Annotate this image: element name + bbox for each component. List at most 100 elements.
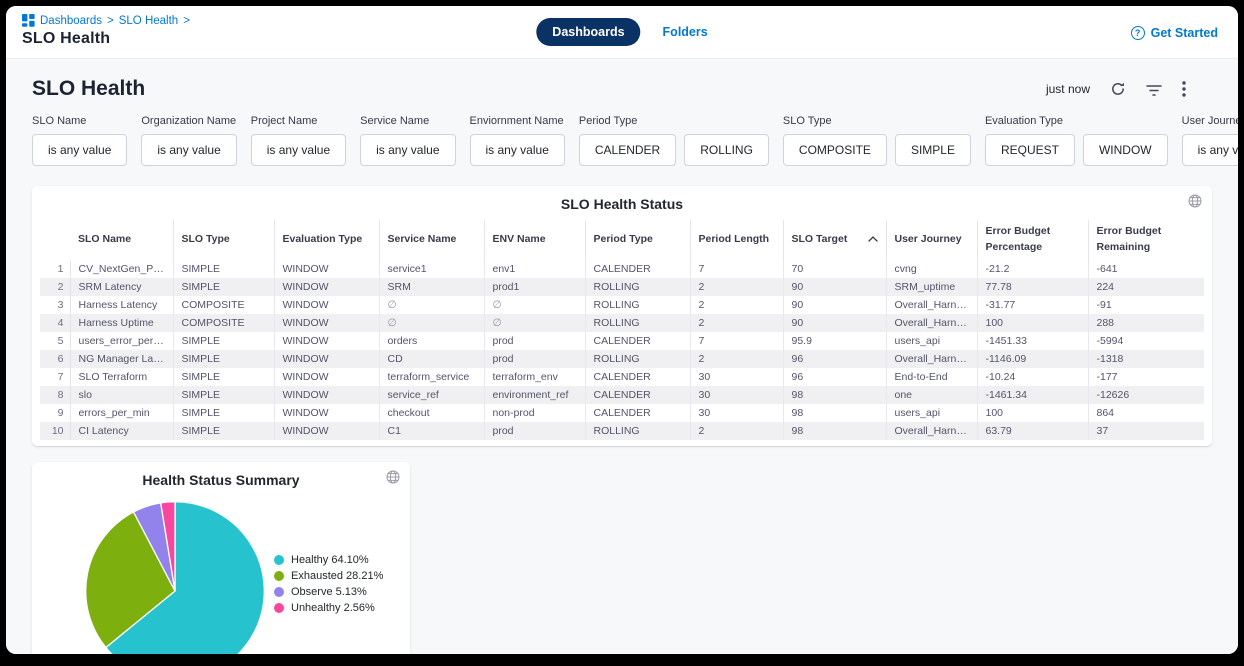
- dashboard-content: SLO Health just now SLO Name is any value…: [6, 58, 1238, 654]
- filter-group-evaluation-type: Evaluation Type REQUEST WINDOW: [984, 115, 1168, 166]
- row-number: 8: [40, 385, 71, 404]
- filter-group-organization-name: Organization Name is any value: [141, 115, 237, 166]
- breadcrumb-dashboards[interactable]: Dashboards: [40, 14, 103, 27]
- column-header-service-name[interactable]: Service Name: [379, 220, 485, 260]
- filter-button-is-any-value[interactable]: is any value: [1181, 134, 1238, 166]
- column-header-error-budget-remaining[interactable]: Error Budget Remaining: [1096, 225, 1162, 253]
- legend-item-healthy[interactable]: Healthy 64.10%: [274, 554, 383, 566]
- table-row[interactable]: 5 users_error_per_min SIMPLE WINDOW orders pr…: [40, 331, 1204, 350]
- breadcrumb-slo-health[interactable]: SLO Health: [118, 14, 179, 27]
- column-header-slo-target[interactable]: SLO Target: [783, 220, 887, 260]
- table-cell: SIMPLE: [173, 421, 275, 440]
- legend-item-exhausted[interactable]: Exhausted 28.21%: [274, 570, 383, 582]
- table-cell: 2: [690, 421, 784, 440]
- column-header-slo-type[interactable]: SLO Type: [173, 220, 275, 260]
- table-cell: CALENDER: [585, 403, 691, 422]
- globe-icon[interactable]: [1188, 194, 1202, 211]
- table-cell: -5994: [1096, 334, 1124, 347]
- row-number: 3: [40, 295, 71, 314]
- row-number: 1: [40, 259, 71, 278]
- filter-button-request[interactable]: REQUEST: [984, 134, 1075, 166]
- table-cell: 288: [1096, 316, 1115, 329]
- refresh-icon[interactable]: [1110, 81, 1126, 97]
- table-cell: End-to-End: [886, 367, 978, 386]
- tab-dashboards[interactable]: Dashboards: [536, 18, 641, 46]
- legend-label: Healthy 64.10%: [291, 553, 369, 566]
- breadcrumb-separator: >: [183, 14, 190, 27]
- table-cell: CV_NextGen_Prod: [70, 259, 174, 278]
- pie-slice-unhealthy[interactable]: [159, 500, 176, 591]
- column-header-env-name[interactable]: ENV Name: [484, 220, 586, 260]
- table-row[interactable]: 4 Harness Uptime COMPOSITE WINDOW ∅ ∅ ROLLING 2…: [40, 313, 1204, 332]
- table-cell: SIMPLE: [173, 277, 275, 296]
- table-row[interactable]: 1 CV_NextGen_Prod SIMPLE WINDOW service1 env1…: [40, 259, 1204, 278]
- table-cell: SRM: [379, 277, 485, 296]
- pie-chart: [85, 500, 265, 654]
- table-cell: 77.78: [977, 277, 1089, 296]
- filter-group-project-name: Project Name is any value: [250, 115, 347, 166]
- table-cell: 2: [690, 349, 784, 368]
- column-header-user-journey[interactable]: User Journey: [886, 220, 978, 260]
- table-cell: 30: [690, 403, 784, 422]
- table-row[interactable]: 8 slo SIMPLE WINDOW service_ref environment_r…: [40, 385, 1204, 404]
- filter-button-is-any-value[interactable]: is any value: [360, 134, 456, 166]
- table-cell: 37: [1096, 424, 1109, 437]
- table-cell: checkout: [379, 403, 485, 422]
- filter-button-simple[interactable]: SIMPLE: [894, 134, 971, 166]
- table-cell: orders: [379, 331, 485, 350]
- filter-button-is-any-value[interactable]: is any value: [469, 134, 565, 166]
- table-cell: -177: [1096, 370, 1118, 383]
- table-cell: SIMPLE: [173, 259, 275, 278]
- pie-slice-healthy[interactable]: [104, 500, 265, 654]
- table-cell: C1: [379, 421, 485, 440]
- table-row[interactable]: 10 CI Latency SIMPLE WINDOW C1 prod ROLLING 2 98…: [40, 421, 1204, 440]
- column-header-evaluation-type[interactable]: Evaluation Type: [274, 220, 380, 260]
- column-header-period-length[interactable]: Period Length: [690, 220, 784, 260]
- table-cell: WINDOW: [274, 277, 380, 296]
- table-cell: CD: [379, 349, 485, 368]
- table-row[interactable]: 9 errors_per_min SIMPLE WINDOW checkout non-p…: [40, 403, 1204, 422]
- table-cell: service1: [379, 259, 485, 278]
- column-header-error-budget-percentage[interactable]: Error Budget Percentage: [977, 220, 1089, 260]
- filter-button-is-any-value[interactable]: is any value: [141, 134, 237, 166]
- table-cell: prod: [484, 421, 586, 440]
- table-cell: WINDOW: [274, 313, 380, 332]
- table-cell: ∅: [379, 313, 485, 332]
- globe-icon[interactable]: [386, 470, 400, 487]
- legend-item-observe[interactable]: Observe 5.13%: [274, 586, 383, 598]
- get-started-label: Get Started: [1150, 26, 1218, 40]
- table-cell: 30: [690, 367, 784, 386]
- table-cell: -1146.09: [977, 349, 1089, 368]
- filter-button-rolling[interactable]: ROLLING: [684, 134, 769, 166]
- table-row[interactable]: 3 Harness Latency COMPOSITE WINDOW ∅ ∅ ROLLING…: [40, 295, 1204, 314]
- table-cell: NG Manager Latency: [70, 349, 174, 368]
- filter-button-window[interactable]: WINDOW: [1082, 134, 1168, 166]
- filter-button-composite[interactable]: COMPOSITE: [782, 134, 887, 166]
- table-cell: 2: [690, 277, 784, 296]
- filter-button-is-any-value[interactable]: is any value: [250, 134, 347, 166]
- tab-folders[interactable]: Folders: [662, 25, 708, 39]
- table-row[interactable]: 2 SRM Latency SIMPLE WINDOW SRM prod1 ROLLING 2…: [40, 277, 1204, 296]
- filter-button-is-any-value[interactable]: is any value: [32, 134, 128, 166]
- table-row[interactable]: 6 NG Manager Latency SIMPLE WINDOW CD prod ROL…: [40, 349, 1204, 368]
- get-started-link[interactable]: ? Get Started: [1130, 26, 1218, 40]
- filter-button-calender[interactable]: CALENDER: [578, 134, 677, 166]
- column-header-period-type[interactable]: Period Type: [585, 220, 691, 260]
- legend-item-unhealthy[interactable]: Unhealthy 2.56%: [274, 602, 383, 614]
- help-circle-icon: ?: [1130, 26, 1145, 40]
- filter-icon[interactable]: [1146, 83, 1162, 96]
- column-header-slo-name[interactable]: SLO Name: [70, 220, 174, 260]
- table-row[interactable]: 7 SLO Terraform SIMPLE WINDOW terraform_serv…: [40, 367, 1204, 386]
- table-cell: prod: [484, 331, 586, 350]
- table-cell: ∅: [484, 295, 586, 314]
- pie-slice-exhausted[interactable]: [85, 510, 176, 648]
- table-cell: ROLLING: [585, 349, 691, 368]
- table-cell: CALENDER: [585, 331, 691, 350]
- table-cell: SIMPLE: [173, 367, 275, 386]
- slo-health-table: SLO Name SLO Type Evaluation Type Service N…: [40, 220, 1204, 440]
- table-cell: ROLLING: [585, 313, 691, 332]
- table-cell: -1461.34: [977, 385, 1089, 404]
- column-label: SLO Target: [791, 232, 848, 245]
- kebab-menu-icon[interactable]: [1182, 81, 1186, 97]
- table-cell: Overall_Harness: [886, 295, 978, 314]
